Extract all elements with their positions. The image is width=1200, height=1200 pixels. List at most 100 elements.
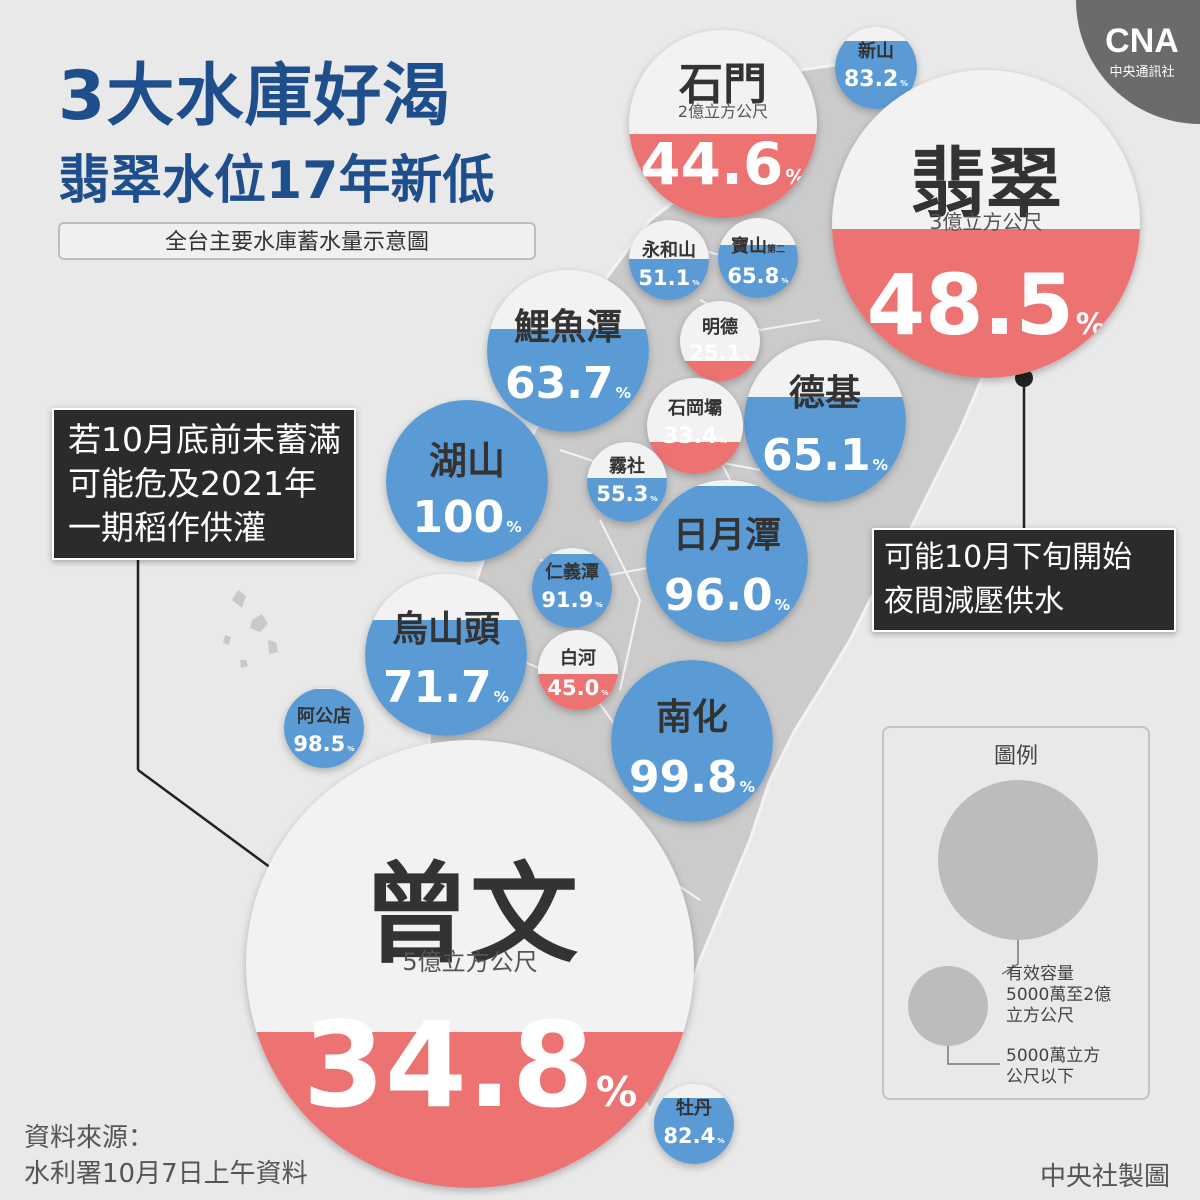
percent-value: 99.8	[629, 752, 738, 803]
reservoir-name: 烏山頭	[391, 609, 500, 650]
percent-unit: %	[506, 518, 522, 536]
reservoir-deji: 德基 65.1%	[744, 340, 906, 502]
water-pressure-callout: 可能10月下旬開始 夜間減壓供水	[872, 528, 1176, 632]
reservoir-shimen: 石門 2億立方公尺 44.6%	[629, 30, 817, 218]
water-level-fill	[386, 400, 548, 562]
water-level-fill	[654, 1098, 734, 1164]
percent-value: 44.6	[640, 130, 784, 198]
percent-value: 25.1	[689, 341, 742, 365]
legend-text-line: 立方公尺	[1006, 1006, 1074, 1026]
percent-unit: %	[717, 1136, 725, 1145]
water-level-fill	[629, 259, 709, 300]
irrigation-warning-callout: 若10月底前未蓄滿 可能危及2021年 一期稻作供灌	[52, 408, 356, 560]
source-detail: 水利署10月7日上午資料	[24, 1159, 308, 1189]
reservoir-name: 阿公店	[297, 706, 351, 727]
reservoir-percent: 98.5%	[284, 732, 364, 756]
reservoir-name: 南化	[655, 697, 728, 738]
callout-line: 一期稻作供灌	[68, 508, 266, 547]
reservoir-percent: 91.9%	[532, 588, 612, 612]
legend-text-line: 有效容量	[1006, 964, 1074, 984]
water-level-fill	[532, 554, 612, 628]
legend-large-circle	[938, 780, 1098, 940]
percent-value: 96.0	[664, 570, 773, 621]
page-title: 3大水庫好渴	[58, 57, 452, 136]
reservoir-nanhua: 南化 99.8%	[611, 660, 773, 822]
percent-unit: %	[781, 276, 789, 285]
reservoir-hushan: 湖山 100%	[386, 400, 548, 562]
data-source: 資料來源： 水利署10月7日上午資料	[24, 1120, 308, 1192]
percent-unit: %	[692, 278, 700, 287]
percent-value: 65.8	[727, 264, 780, 288]
page-subtitle-headline: 翡翠水位17年新低	[58, 151, 495, 211]
reservoir-percent: 25.1%	[680, 341, 760, 365]
percent-value: 48.5	[866, 256, 1074, 354]
percent-value: 51.1	[638, 266, 691, 290]
left-callout-leader-diagonal	[137, 768, 291, 884]
percent-unit: %	[719, 436, 727, 445]
reservoir-name: 鯉魚潭	[513, 307, 622, 348]
reservoir-name: 白河	[560, 648, 596, 669]
percent-unit: %	[785, 165, 806, 189]
reservoir-feitsui: 翡翠 3億立方公尺 48.5%	[832, 70, 1140, 378]
reservoir-percent: 65.1%	[744, 430, 906, 481]
percent-unit: %	[347, 744, 355, 753]
reservoir-hsinshan: 新山 83.2%	[835, 27, 917, 109]
percent-unit: %	[739, 778, 755, 796]
reservoir-mingde: 明德 25.1%	[680, 301, 760, 381]
reservoir-name: 寶山第二	[718, 232, 798, 258]
legend-text-line: 5000萬立方	[1006, 1046, 1101, 1066]
reservoir-name: 牡丹	[676, 1098, 712, 1119]
percent-unit: %	[900, 79, 908, 88]
percent-value: 34.8	[302, 996, 594, 1134]
credit: 中央社製圖	[1040, 1162, 1171, 1192]
percent-unit: %	[493, 688, 509, 706]
reservoir-percent: 48.5%	[832, 256, 1140, 354]
reservoir-baoshan2: 寶山第二 65.8%	[718, 218, 798, 298]
reservoir-name: 霧社	[609, 456, 645, 477]
reservoir-percent: 44.6%	[629, 130, 817, 198]
water-level-fill	[538, 674, 618, 710]
water-level-fill	[832, 228, 1140, 378]
reservoir-percent: 45.0%	[538, 676, 618, 700]
reservoir-shigang: 石岡壩 33.4%	[647, 378, 743, 474]
legend-large-label: 有效容量 5000萬至2億 立方公尺	[1006, 964, 1111, 1027]
water-level-fill	[284, 689, 364, 768]
reservoir-name: 石岡壩	[668, 398, 722, 419]
water-level-fill	[744, 396, 906, 502]
reservoir-percent: 33.4%	[647, 424, 743, 449]
reservoir-percent: 83.2%	[835, 67, 917, 92]
reservoir-capacity: 3億立方公尺	[929, 210, 1043, 234]
reservoir-wushantou: 烏山頭 71.7%	[365, 574, 527, 736]
chart-subtitle: 全台主要水庫蓄水量示意圖	[58, 222, 536, 260]
percent-unit: %	[615, 384, 631, 402]
percent-value: 33.4	[663, 424, 718, 449]
reservoir-name: 日月潭	[672, 515, 781, 556]
reservoir-capacity: 5億立方公尺	[402, 948, 538, 976]
reservoir-baihe: 白河 45.0%	[538, 630, 618, 710]
percent-value: 83.2	[844, 67, 899, 92]
reservoir-percent: 65.8%	[718, 264, 798, 288]
reservoir-agongdian: 阿公店 98.5%	[284, 688, 364, 768]
water-level-fill	[646, 486, 808, 642]
legend-leaders	[947, 940, 1019, 1065]
legend-text-line: 5000萬至2億	[1006, 985, 1112, 1005]
reservoir-percent: 55.3%	[587, 482, 667, 506]
cna-logo: CNA 中央通訊社	[1076, 0, 1200, 124]
reservoir-name: 石門	[679, 59, 767, 110]
reservoir-sunmoon: 日月潭 96.0%	[646, 480, 808, 642]
water-level-fill	[629, 134, 817, 218]
water-level-fill	[365, 619, 527, 736]
percent-value: 45.0	[547, 676, 600, 700]
percent-value: 71.7	[383, 662, 492, 713]
callout-line: 若10月底前未蓄滿	[68, 420, 341, 459]
reservoir-capacity: 2億立方公尺	[677, 102, 769, 121]
reservoir-percent: 34.8%	[246, 996, 694, 1134]
percent-unit: %	[743, 353, 751, 362]
reservoir-zengwen: 曾文 5億立方公尺 34.8%	[246, 740, 694, 1188]
percent-unit: %	[601, 688, 609, 697]
callout-line: 可能10月下旬開始	[884, 540, 1133, 575]
source-label: 資料來源：	[24, 1123, 155, 1153]
logo-text: CNA	[1105, 22, 1179, 60]
reservoir-percent: 99.8%	[611, 752, 773, 803]
reservoir-yonghe: 永和山 51.1%	[629, 220, 709, 300]
